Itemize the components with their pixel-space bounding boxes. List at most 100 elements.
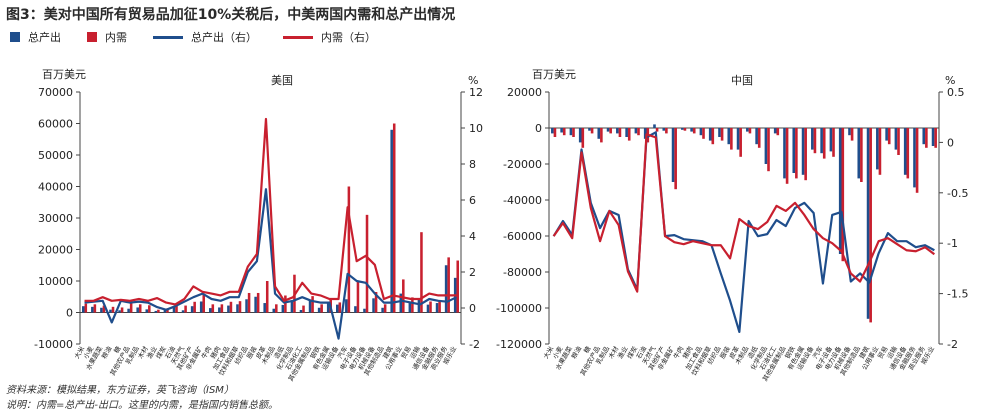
y2-tick-label-cn: -1.5	[947, 288, 968, 301]
bar-demand-cn	[553, 128, 557, 137]
bar-demand-cn	[776, 128, 780, 136]
category-label-cn: 粮油	[569, 345, 583, 361]
bar-output-us	[435, 303, 439, 313]
bar-demand-us	[120, 307, 124, 313]
bar-output-us	[308, 299, 312, 313]
chart-title-us: 美国	[271, 74, 293, 87]
legend-item-demand-line: 内需（右）	[283, 29, 376, 45]
category-label-cn: 糖	[581, 344, 592, 355]
y2-tick-label-cn: 0.5	[947, 86, 965, 99]
bar-output-cn	[811, 128, 814, 150]
bar-demand-cn	[562, 128, 566, 136]
y2-tick-label-us: 10	[469, 122, 483, 135]
y2-tick-label-cn: 0	[947, 136, 954, 149]
bar-demand-cn	[897, 128, 900, 155]
bar-demand-us	[338, 302, 342, 313]
bar-output-us	[326, 303, 330, 313]
bar-demand-us	[383, 304, 387, 313]
bar-output-cn	[792, 128, 796, 173]
y-tick-label-cn: -20000	[503, 158, 542, 171]
bar-demand-cn	[674, 128, 677, 190]
bar-demand-cn	[869, 128, 872, 323]
bar-demand-us	[456, 260, 459, 313]
y-tick-label-us: 20000	[38, 244, 73, 257]
line-demand-us	[84, 117, 457, 306]
bar-demand-cn	[572, 128, 575, 137]
bar-output-us	[426, 304, 430, 313]
bar-output-us	[163, 309, 167, 313]
legend-label-output-line: 总产出（右）	[191, 31, 257, 44]
bar-demand-us	[411, 297, 414, 313]
bar-output-cn	[569, 128, 573, 136]
legend-swatch-demand-line	[283, 35, 313, 39]
bar-output-us	[100, 307, 103, 313]
bar-demand-us	[284, 295, 287, 313]
bar-demand-us	[365, 214, 369, 313]
bar-output-us	[218, 307, 221, 313]
bar-demand-us	[193, 301, 196, 313]
bar-output-cn	[783, 128, 786, 179]
bar-output-us	[263, 303, 266, 313]
bar-output-cn	[876, 128, 879, 170]
bar-output-cn	[829, 128, 833, 152]
line-output-us	[84, 188, 457, 340]
bar-output-cn	[913, 128, 916, 188]
y-axis-label-cn: 百万美元	[532, 68, 576, 81]
y2-tick-label-cn: -1	[947, 237, 958, 250]
y2-axis-label-us: %	[468, 74, 478, 87]
y2-tick-label-us: 6	[469, 194, 476, 207]
bar-demand-cn	[711, 128, 715, 145]
bar-output-us	[272, 308, 276, 313]
bar-output-us	[290, 301, 294, 313]
y2-tick-label-us: 8	[469, 158, 476, 171]
y-tick-label-cn: -60000	[503, 230, 542, 243]
bar-output-us	[408, 303, 412, 313]
bar-demand-us	[93, 304, 97, 313]
y2-tick-label-us: 0	[469, 302, 476, 315]
y-tick-label-cn: 20000	[507, 86, 542, 99]
bar-output-cn	[755, 128, 758, 145]
legend-swatch-demand-bar	[87, 32, 97, 42]
y-tick-label-us: 70000	[38, 86, 73, 99]
bar-demand-cn	[841, 128, 845, 262]
y-tick-label-us: 0	[66, 307, 73, 320]
bar-demand-us	[311, 296, 314, 313]
legend-item-output-line: 总产出（右）	[153, 29, 257, 45]
bar-output-us	[336, 304, 339, 313]
bar-output-cn	[643, 128, 647, 139]
bar-output-cn	[764, 128, 768, 164]
y-tick-label-cn: -100000	[496, 302, 542, 315]
bar-output-cn	[560, 128, 563, 133]
figure-title: 图3：美对中国所有贸易品加征10%关税后，中美两国内需和总产出情况	[6, 7, 456, 23]
legend: 总产出 内需 总产出（右） 内需（右）	[10, 30, 402, 44]
bar-demand-cn	[887, 128, 891, 145]
bar-output-cn	[699, 128, 703, 136]
y2-tick-label-us: 4	[469, 230, 476, 243]
bar-demand-cn	[590, 128, 594, 134]
bar-output-cn	[653, 124, 656, 128]
bar-demand-cn	[627, 128, 631, 141]
y-tick-label-us: 60000	[38, 118, 73, 131]
bar-demand-cn	[720, 128, 724, 141]
bar-output-cn	[903, 128, 907, 175]
bar-demand-cn	[878, 128, 882, 175]
bar-output-us	[172, 306, 176, 313]
bar-demand-us	[429, 301, 432, 313]
bar-demand-cn	[637, 128, 640, 136]
y2-tick-label-us: 12	[469, 86, 483, 99]
bar-demand-cn	[767, 128, 770, 172]
bar-demand-cn	[822, 128, 826, 159]
y-tick-label-us: -10000	[34, 338, 73, 351]
bar-output-cn	[634, 128, 638, 134]
bar-demand-us	[229, 301, 233, 313]
bar-demand-us	[84, 303, 88, 313]
legend-swatch-output-bar	[10, 32, 20, 42]
bar-output-cn	[671, 128, 675, 182]
category-label-us: 糖	[112, 344, 123, 355]
y-tick-label-cn: -80000	[503, 266, 542, 279]
bar-demand-cn	[785, 128, 789, 184]
bar-output-us	[236, 304, 239, 313]
bar-demand-us	[184, 305, 187, 313]
y-tick-label-cn: -40000	[503, 194, 542, 207]
bar-demand-us	[211, 304, 215, 313]
